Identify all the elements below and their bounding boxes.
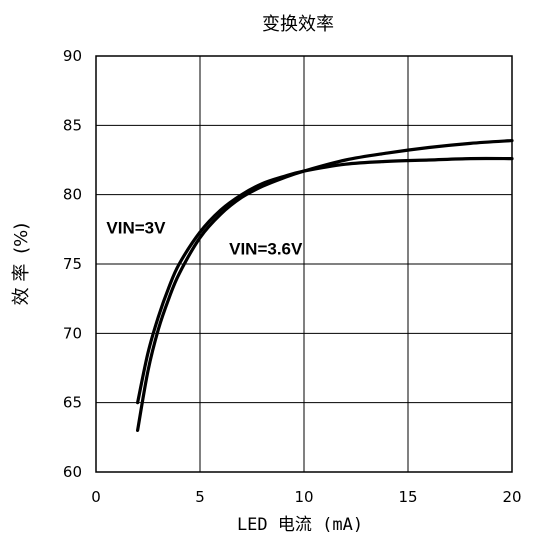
y-tick-label: 75: [63, 255, 82, 273]
y-tick-labels: 60 65 70 75 80 85 90: [63, 47, 82, 481]
y-axis-label: 效 率 (%): [11, 223, 32, 306]
y-axis-label-main: 效 率: [11, 264, 32, 306]
series-line-1: [136, 156, 514, 405]
series-annotations: VIN=3V VIN=3.6V: [106, 218, 303, 258]
x-tick-label: 15: [398, 488, 417, 506]
chart-title: 变换效率: [262, 14, 334, 35]
plot-frame: [95, 55, 513, 473]
x-tick-label: 0: [91, 488, 101, 506]
y-tick-label: 65: [63, 394, 82, 412]
series-annotation-1: VIN=3V: [106, 218, 166, 237]
y-tick-label: 85: [63, 116, 82, 134]
series-lines: [136, 138, 514, 432]
svg-text:效 率 (%): 效 率 (%): [11, 223, 32, 306]
grid: [95, 55, 513, 473]
x-tick-label: 5: [195, 488, 205, 506]
series-line-2: [136, 138, 514, 432]
x-tick-labels: 0 5 10 15 20: [91, 488, 521, 506]
x-axis-label: LED 电流 (mA): [237, 515, 363, 535]
x-tick-label: 20: [502, 488, 521, 506]
series-annotation-2: VIN=3.6V: [229, 239, 303, 258]
y-tick-label: 70: [63, 324, 82, 342]
y-tick-label: 90: [63, 47, 82, 65]
x-tick-label: 10: [294, 488, 313, 506]
y-tick-label: 80: [63, 186, 82, 204]
y-axis-label-unit: (%): [11, 223, 32, 254]
y-tick-label: 60: [63, 463, 82, 481]
